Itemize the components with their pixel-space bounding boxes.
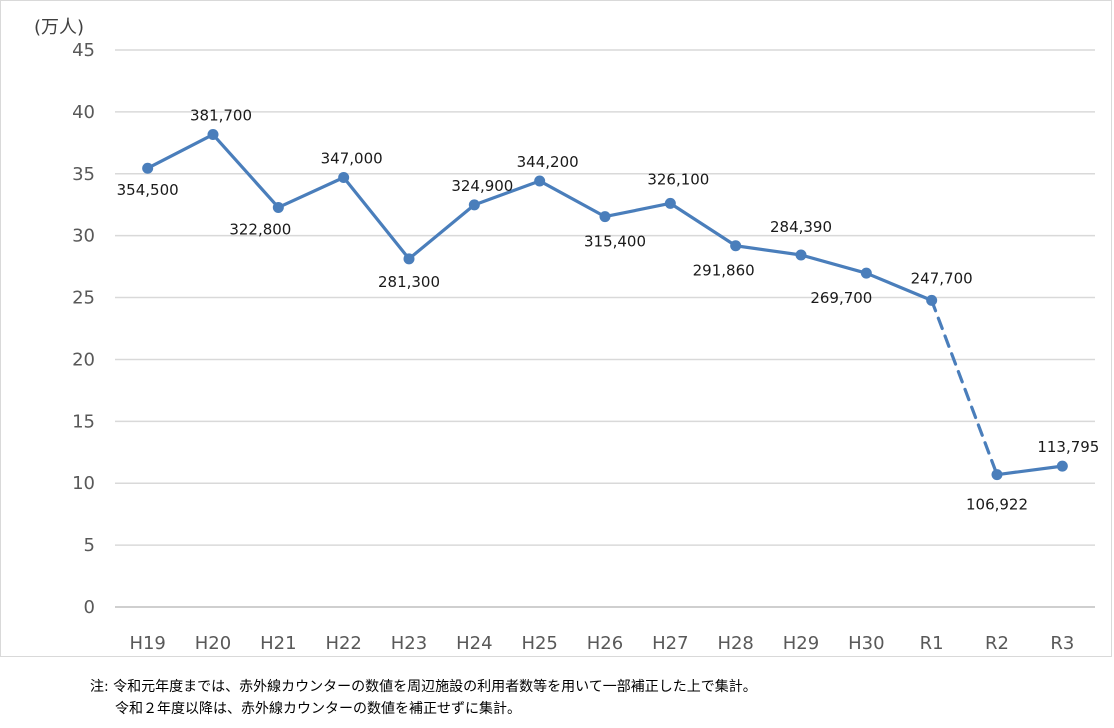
data-label-H24: 324,900 — [451, 177, 513, 195]
chart-notes: 注: 令和元年度までは、赤外線カウンターの数値を周辺施設の利用者数等を用いて一部… — [90, 676, 757, 720]
data-point-H24 — [468, 199, 480, 211]
y-tick-label-15: 15 — [72, 411, 95, 432]
data-point-R3 — [1056, 460, 1068, 472]
data-point-H30 — [860, 267, 872, 279]
y-tick-label-10: 10 — [72, 473, 95, 494]
data-point-H25 — [534, 175, 546, 187]
x-tick-label-R3: R3 — [1050, 633, 1074, 654]
data-label-H20: 381,700 — [190, 107, 252, 125]
x-tick-label-H22: H22 — [325, 633, 361, 654]
y-tick-label-20: 20 — [72, 349, 95, 370]
data-label-H22: 347,000 — [321, 149, 383, 167]
note-line-1: 注: 令和元年度までは、赤外線カウンターの数値を周辺施設の利用者数等を用いて一部… — [90, 679, 757, 695]
y-tick-label-25: 25 — [72, 288, 95, 309]
data-label-H28: 291,860 — [693, 262, 755, 280]
x-tick-label-H25: H25 — [521, 633, 557, 654]
line-chart: 0 5 10 15 20 25 30 35 40 45(万人) H19 H20 H21 H22 H23 H24… — [34, 17, 1099, 654]
x-tick-label-H30: H30 — [848, 633, 884, 654]
x-tick-label-H24: H24 — [456, 633, 492, 654]
series-line-segment-H20-H21 — [211, 132, 280, 210]
data-label-H25: 344,200 — [517, 153, 579, 171]
data-label-R2: 106,922 — [966, 496, 1028, 514]
series-line-segment-H25-H26 — [538, 179, 607, 219]
data-label-R3: 113,795 — [1037, 438, 1099, 456]
x-tick-label-R2: R2 — [985, 633, 1009, 654]
series-line-segment-R2-R3 — [995, 464, 1064, 477]
data-point-H29 — [795, 249, 807, 261]
data-point-H26 — [599, 211, 611, 223]
x-tick-label-H21: H21 — [260, 633, 296, 654]
data-label-H27: 326,100 — [647, 170, 709, 188]
x-tick-label-H28: H28 — [717, 633, 753, 654]
x-tick-label-H26: H26 — [587, 633, 623, 654]
x-tick-label-H23: H23 — [391, 633, 427, 654]
data-point-H28 — [730, 240, 742, 252]
y-tick-label-35: 35 — [72, 164, 95, 185]
series-line-segment-H28-H29 — [734, 244, 803, 257]
y-unit-label: (万人) — [34, 17, 84, 38]
series-line-segment-H22-H23 — [342, 175, 411, 261]
series-line-segment-H21-H22 — [276, 175, 346, 210]
y-tick-label-30: 30 — [72, 226, 95, 247]
series-line-segment-H27-H28 — [668, 201, 738, 248]
series-line-segment-R1-R2 — [930, 298, 999, 477]
data-point-R1 — [926, 294, 938, 306]
data-point-R2 — [991, 469, 1003, 481]
data-point-H21 — [272, 201, 284, 213]
data-label-H30: 269,700 — [810, 289, 872, 307]
series-line-segment-H24-H25 — [472, 179, 542, 207]
series-line-segment-H26-H27 — [603, 201, 672, 219]
y-tick-label-0: 0 — [84, 597, 95, 618]
data-label-H23: 281,300 — [378, 273, 440, 291]
chart-frame: 0 5 10 15 20 25 30 35 40 45 (万人) H19 H20 H21 H22 H23 H24… — [0, 0, 1112, 657]
data-label-H19: 354,500 — [117, 181, 179, 199]
data-label-H26: 315,400 — [584, 233, 646, 251]
data-label-H21: 322,800 — [229, 220, 291, 238]
series-line-segment-H29-H30 — [799, 253, 868, 275]
data-point-H23 — [403, 253, 415, 265]
series-line-segment-H23-H24 — [407, 203, 476, 261]
data-point-H22 — [338, 171, 350, 183]
x-tick-label-H20: H20 — [195, 633, 231, 654]
y-tick-label-45: 45 — [72, 40, 95, 61]
x-tick-label-R1: R1 — [920, 633, 944, 654]
note-line-2: 令和２年度以降は、赤外線カウンターの数値を補正せずに集計。 — [115, 701, 521, 717]
y-tick-label-5: 5 — [84, 535, 95, 556]
x-tick-label-H29: H29 — [783, 633, 819, 654]
data-label-H29: 284,390 — [770, 218, 832, 236]
x-tick-label-H27: H27 — [652, 633, 688, 654]
data-point-H27 — [664, 197, 676, 209]
data-point-H20 — [207, 129, 219, 141]
data-label-R1: 247,700 — [911, 269, 973, 287]
series-line-segment-H19-H20 — [146, 132, 215, 170]
series-line-segment-H30-R1 — [864, 271, 934, 303]
y-tick-label-40: 40 — [72, 102, 95, 123]
x-tick-label-H19: H19 — [129, 633, 165, 654]
data-point-H19 — [142, 162, 154, 174]
